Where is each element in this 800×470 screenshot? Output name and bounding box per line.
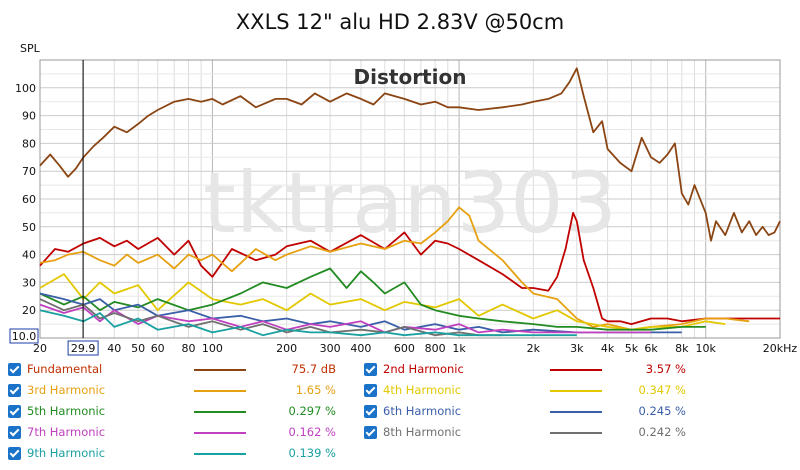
legend-label: 4th Harmonic [383,383,462,397]
y-tick-label: 80 [22,137,36,150]
x-tick-label: 200 [276,342,297,355]
cursor-y-readout: 10.0 [12,330,37,343]
legend-value: 0.347 % [638,383,686,397]
cursor-y-box [9,328,39,344]
x-tick-label: 2k [527,342,541,355]
legend-label: Fundamental [27,362,103,376]
legend-value: 1.65 % [295,383,336,397]
y-tick-label: 90 [22,110,36,123]
legend-value: 0.162 % [288,425,336,439]
legend-item-3rd-harmonic[interactable]: 3rd Harmonic 1.65 % [8,383,348,401]
y-tick-label: 40 [22,249,36,262]
annotation-label: Distortion [354,65,467,89]
legend-checkbox-8th-harmonic[interactable] [364,426,377,439]
legend-swatch [550,411,602,413]
legend-checkbox-3rd-harmonic[interactable] [8,384,21,397]
x-tick-label: 6k [644,342,658,355]
legend-label: 2nd Harmonic [383,362,464,376]
legend-value: 75.7 dB [291,362,336,376]
series-line-7th-harmonic [39,303,651,334]
legend-label: 3rd Harmonic [27,383,106,397]
x-tick-label: 4k [601,342,615,355]
x-tick-label: 60 [151,342,165,355]
legend-item-8th-harmonic[interactable]: 8th Harmonic 0.242 % [364,425,704,443]
x-tick-label: 400 [350,342,371,355]
x-tick-label: 50 [131,342,145,355]
legend-label: 5th Harmonic [27,404,106,418]
series-line-9th-harmonic [39,309,577,337]
y-tick-label: 30 [22,276,36,289]
legend-label: 6th Harmonic [383,404,462,418]
legend-item-5th-harmonic[interactable]: 5th Harmonic 0.297 % [8,404,348,422]
legend-label: 7th Harmonic [27,425,106,439]
legend-value: 3.57 % [645,362,686,376]
plot-frame [39,59,781,339]
legend-value: 0.245 % [638,404,686,418]
legend-swatch [194,453,246,455]
watermark-text: tktran303 [203,154,617,252]
series-line-6th-harmonic [39,292,682,334]
x-tick-label: 20 [33,342,47,355]
series-line-fundamental [39,67,781,242]
legend-item-4th-harmonic[interactable]: 4th Harmonic 0.347 % [364,383,704,401]
series-line-2nd-harmonic [39,211,780,326]
legend-checkbox-6th-harmonic[interactable] [364,405,377,418]
legend-value: 0.297 % [288,404,336,418]
legend-checkbox-5th-harmonic[interactable] [8,405,21,418]
x-tick-label: 800 [425,342,446,355]
legend-checkbox-7th-harmonic[interactable] [8,426,21,439]
legend-swatch [194,432,246,434]
legend-checkbox-9th-harmonic[interactable] [8,447,21,460]
legend-swatch [550,390,602,392]
legend-item-fundamental[interactable]: Fundamental 75.7 dB [8,362,348,380]
series-line-4th-harmonic [39,273,726,331]
x-tick-label: 10k [696,342,717,355]
legend-label: 8th Harmonic [383,425,462,439]
x-tick-label: 600 [394,342,415,355]
x-tick-label: 1k [452,342,466,355]
x-tick-label: 20kHz [763,342,798,355]
chart-title: XXLS 12" alu HD 2.83V @50cm [235,10,565,34]
legend-swatch [550,369,602,371]
legend-item-6th-harmonic[interactable]: 6th Harmonic 0.245 % [364,404,704,422]
legend-value: 0.242 % [638,425,686,439]
legend-checkbox-fundamental[interactable] [8,363,21,376]
legend-swatch [194,369,246,371]
x-tick-label: 8k [675,342,689,355]
x-tick-label: 5k [625,342,639,355]
legend-swatch [550,432,602,434]
y-tick-label: 20 [22,304,36,317]
x-tick-label: 3k [570,342,584,355]
cursor-x-readout: 29.9 [71,342,96,355]
cursor-x-box [67,340,99,356]
legend-item-9th-harmonic[interactable]: 9th Harmonic 0.139 % [8,446,348,464]
y-tick-label: 100 [15,82,36,95]
legend-item-2nd-harmonic[interactable]: 2nd Harmonic 3.57 % [364,362,704,380]
x-tick-label: 300 [320,342,341,355]
y-tick-label: 60 [22,193,36,206]
x-tick-label: 100 [202,342,223,355]
legend-checkbox-4th-harmonic[interactable] [364,384,377,397]
legend-value: 0.139 % [288,446,336,460]
x-tick-label: 40 [107,342,121,355]
legend-item-7th-harmonic[interactable]: 7th Harmonic 0.162 % [8,425,348,443]
legend-swatch [194,411,246,413]
y-tick-label: 50 [22,221,36,234]
y-axis-label: SPL [20,42,41,55]
legend-label: 9th Harmonic [27,446,106,460]
y-tick-label: 70 [22,165,36,178]
x-tick-label: 80 [182,342,196,355]
legend-checkbox-2nd-harmonic[interactable] [364,363,377,376]
legend-swatch [194,390,246,392]
